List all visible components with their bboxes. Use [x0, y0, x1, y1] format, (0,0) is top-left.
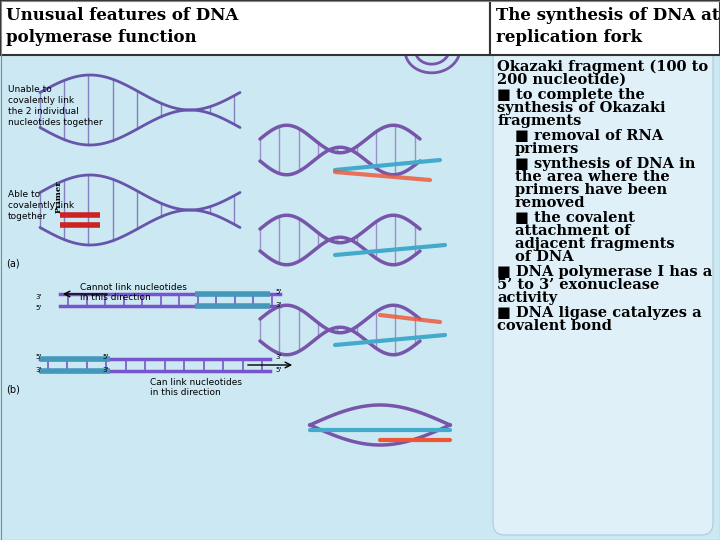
Text: 200 nucleotide): 200 nucleotide) — [497, 73, 626, 87]
Text: ■ the covalent: ■ the covalent — [515, 211, 635, 225]
Text: attachment of: attachment of — [515, 224, 631, 238]
Text: 5': 5' — [275, 289, 282, 295]
Bar — [490, 0, 720, 55]
Text: 3': 3' — [35, 367, 41, 373]
Text: 3': 3' — [102, 367, 109, 373]
Text: ■ removal of RNA: ■ removal of RNA — [515, 129, 663, 143]
Text: primers: primers — [515, 142, 580, 156]
Text: covalent bond: covalent bond — [497, 319, 612, 333]
Text: Unable to
covalently link
the 2 individual
nucleotides together: Unable to covalently link the 2 individu… — [8, 85, 103, 127]
Text: ■ DNA ligase catalyzes a: ■ DNA ligase catalyzes a — [497, 306, 701, 320]
Text: 5': 5' — [102, 354, 108, 360]
Text: 3': 3' — [275, 354, 282, 360]
Text: adjacent fragments: adjacent fragments — [515, 237, 675, 251]
FancyBboxPatch shape — [493, 7, 713, 535]
Bar — [0, 0, 490, 55]
Text: removed: removed — [515, 196, 585, 210]
Text: Primer: Primer — [55, 180, 63, 213]
Text: 5': 5' — [275, 367, 282, 373]
Text: 3': 3' — [275, 302, 282, 308]
Text: fragments: fragments — [497, 114, 581, 128]
Bar — [0, 55, 490, 540]
Text: Able to
covalently link
together: Able to covalently link together — [8, 190, 74, 221]
Text: Cannot link nucleotides
in this direction: Cannot link nucleotides in this directio… — [80, 283, 187, 302]
Text: Can link nucleotides
in this direction: Can link nucleotides in this direction — [150, 378, 242, 397]
Text: ■ DNA polymerase I has a: ■ DNA polymerase I has a — [497, 265, 712, 279]
Text: activity: activity — [497, 291, 557, 305]
Text: of DNA: of DNA — [515, 250, 574, 264]
Text: (a): (a) — [6, 258, 19, 268]
Text: primers have been: primers have been — [515, 183, 667, 197]
Text: The synthesis of DNA at the
replication fork: The synthesis of DNA at the replication … — [496, 7, 720, 46]
Text: (b): (b) — [6, 385, 20, 395]
Text: 3': 3' — [35, 294, 41, 300]
Text: Okazaki fragment (100 to: Okazaki fragment (100 to — [497, 60, 708, 75]
Text: 5': 5' — [35, 354, 41, 360]
Text: the area where the: the area where the — [515, 170, 670, 184]
Text: 5’ to 3’ exonuclease: 5’ to 3’ exonuclease — [497, 278, 660, 292]
Text: 5': 5' — [35, 305, 41, 311]
Text: ■ synthesis of DNA in: ■ synthesis of DNA in — [515, 157, 696, 171]
Text: ■ to complete the: ■ to complete the — [497, 88, 645, 102]
Text: Unusual features of DNA
polymerase function: Unusual features of DNA polymerase funct… — [6, 7, 238, 46]
Text: synthesis of Okazaki: synthesis of Okazaki — [497, 101, 665, 115]
